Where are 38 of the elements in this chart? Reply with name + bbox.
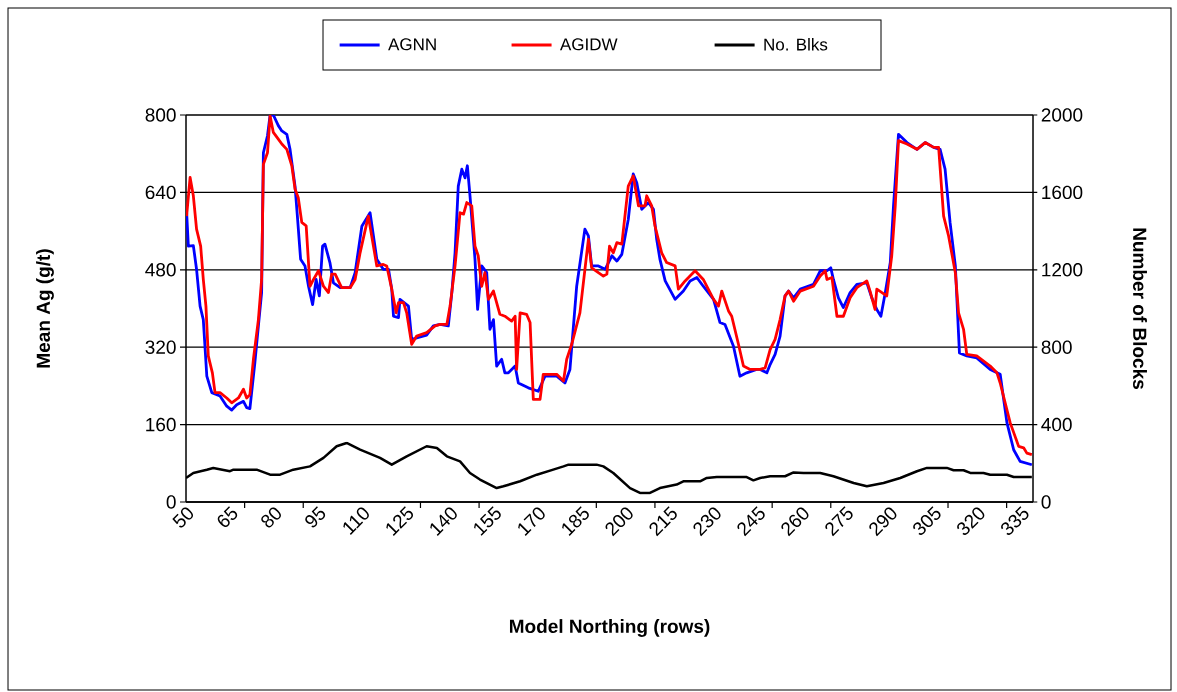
x-tick-label: 170: [518, 507, 545, 536]
y-axis-title: Mean Ag (g/t): [36, 249, 54, 368]
y-tick-label: 640: [145, 185, 176, 200]
x-tick-label: 200: [605, 507, 633, 537]
x-axis-title: Model Northing (rows): [509, 619, 710, 637]
x-tick-label: 185: [562, 506, 589, 536]
legend-label: No. Blks: [764, 38, 828, 51]
x-tick-label: 305: [913, 506, 941, 535]
y-tick-label: 480: [145, 263, 176, 277]
x-tick-label: 140: [430, 507, 457, 536]
x-tick-label: 245: [737, 506, 765, 537]
y2-axis-title: Number of Blocks: [1133, 228, 1147, 389]
y2-tick-label: 2000: [1041, 108, 1083, 122]
x-tick-label: 155: [474, 506, 501, 536]
x-tick-label: 275: [825, 506, 853, 537]
y-tick-label: 0: [166, 495, 176, 509]
x-tick-label: 110: [343, 507, 369, 535]
x-tick-label: 125: [386, 506, 414, 536]
x-tick-label: 50: [172, 507, 194, 528]
legend-label: AGNN: [388, 38, 436, 51]
x-tick-label: 215: [649, 506, 677, 537]
y2-tick-label: 400: [1041, 417, 1072, 432]
y-tick-label: 160: [146, 417, 176, 432]
x-tick-label: 260: [781, 507, 809, 537]
legend-label: AGIDW: [559, 38, 618, 51]
y-tick-label: 320: [145, 340, 176, 354]
x-tick-label: 65: [217, 506, 238, 527]
y2-tick-label: 1600: [1042, 185, 1083, 200]
y-tick-label: 800: [145, 108, 176, 122]
x-tick-label: 95: [305, 506, 326, 528]
x-tick-label: 335: [1001, 506, 1029, 535]
x-tick-label: 320: [957, 507, 985, 535]
y2-tick-label: 0: [1041, 495, 1051, 509]
x-tick-label: 80: [261, 507, 281, 528]
x-tick-label: 290: [869, 507, 897, 537]
x-tick-label: 230: [693, 507, 721, 537]
y2-tick-label: 1200: [1042, 263, 1083, 277]
y2-tick-label: 800: [1041, 340, 1072, 354]
